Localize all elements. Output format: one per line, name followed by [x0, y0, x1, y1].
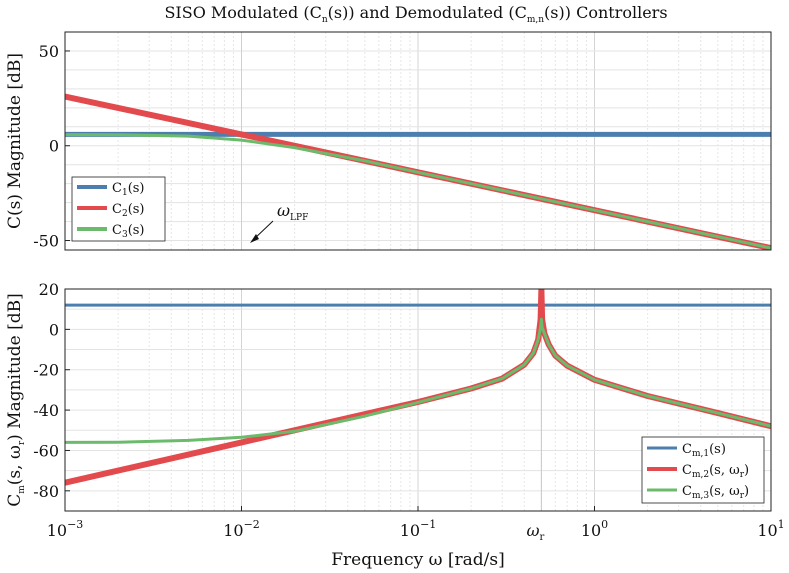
legend-label-cm1: Cm,1(s)	[682, 442, 726, 459]
legend-top: C1(s) C2(s) C3(s)	[71, 176, 166, 242]
tick-label-y: -60	[33, 441, 59, 460]
annotation-arrow-head	[250, 234, 259, 243]
series-line-c3	[65, 133, 771, 250]
series-top	[65, 93, 771, 250]
magnitude-axes-top: 50 0 -50 C(s) Magnitude [dB] ωLPF C1(s) C2…	[5, 31, 772, 251]
tick-label-y: 0	[49, 320, 59, 339]
ticks-bottom: 20 0 -20 -40 -60 -80 10−3 10−2 10−1 100 101 ωr	[33, 280, 784, 543]
legend-label-cm3: Cm,3(s, ωr)	[682, 484, 749, 501]
tick-label-x: 10−3	[47, 518, 84, 540]
ticks-top: 50 0 -50	[33, 42, 70, 251]
ylabel-bottom: Cm(s, ωr) Magnitude [dB]	[5, 293, 27, 507]
legend-label-c2: C2(s)	[112, 202, 145, 219]
tick-label-y: -40	[33, 401, 59, 420]
legend-label-c1: C1(s)	[112, 181, 145, 198]
tick-label-y: -20	[33, 361, 59, 380]
series-bottom	[65, 289, 771, 486]
legend-bottom: Cm,1(s) Cm,2(s, ωr) Cm,3(s, ωr)	[641, 436, 765, 504]
tick-label-x: 10−1	[400, 518, 437, 540]
tick-label-y: 0	[49, 137, 59, 156]
series-line-cm3	[65, 317, 771, 444]
ylabel-top: C(s) Magnitude [dB]	[5, 53, 25, 229]
annotation-wlpf: ωLPF	[277, 201, 308, 223]
tick-label-x: 101	[757, 518, 784, 540]
legend-label-c3: C3(s)	[112, 223, 145, 240]
axes-frame-top	[64, 31, 772, 251]
tick-label-x: 10−2	[223, 518, 260, 540]
tick-label-x: 100	[581, 518, 608, 540]
tick-label-y: -80	[33, 482, 59, 501]
magnitude-axes-bottom: 20 0 -20 -40 -60 -80 10−3 10−2 10−1 100 101 ωr Cm(s…	[5, 280, 785, 570]
legend-label-cm2: Cm,2(s, ωr)	[682, 463, 749, 480]
tick-label-y: 50	[39, 42, 59, 61]
chart-title: SISO Modulated (Cn(s)) and Demodulated (…	[164, 3, 667, 25]
tick-label-y: -50	[33, 232, 59, 251]
tick-label-y: 20	[39, 280, 59, 299]
xlabel: Frequency ω [rad/s]	[331, 550, 504, 570]
tick-label-omega-r: ωr	[526, 521, 544, 543]
